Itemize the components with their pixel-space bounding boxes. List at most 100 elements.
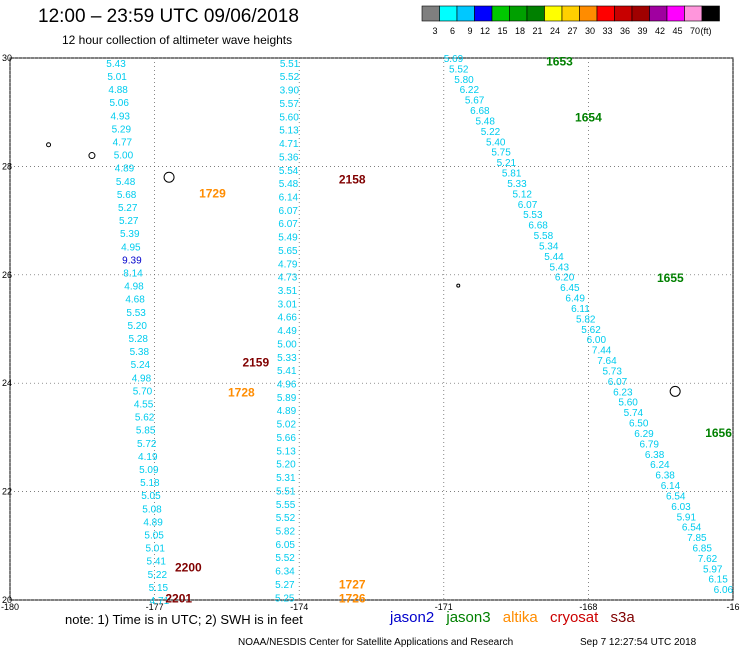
wave-height-value: 5.33: [507, 179, 527, 190]
longitude-tick-label: -177: [146, 602, 164, 610]
wave-height-value: 5.09: [139, 465, 159, 476]
wave-height-value: 6.22: [460, 85, 480, 96]
wave-height-value: 5.80: [454, 75, 474, 86]
wave-height-value: 6.06: [714, 585, 734, 596]
wave-height-value: 5.01: [145, 544, 165, 555]
wave-height-value: 6.03: [671, 502, 691, 513]
wave-height-value: 6.45: [560, 283, 580, 294]
wave-height-value: 5.82: [576, 314, 596, 325]
island-outline: [88, 152, 96, 160]
wave-height-value: 5.41: [277, 366, 297, 377]
wave-height-value: 4.71: [150, 596, 170, 607]
wave-height-value: 5.51: [276, 486, 296, 497]
latitude-tick-label: 22: [2, 487, 12, 497]
wave-height-value: 6.54: [666, 491, 686, 502]
wave-height-value: 5.89: [277, 393, 297, 404]
wave-height-value: 5.73: [602, 366, 622, 377]
wave-height-value: 4.93: [111, 111, 131, 122]
wave-height-value: 6.68: [528, 221, 548, 232]
wave-height-value: 5.53: [523, 210, 543, 221]
wave-height-value: 5.58: [534, 231, 554, 242]
wave-height-value: 5.70: [133, 386, 153, 397]
wave-height-value: 4.19: [138, 452, 158, 463]
wave-height-value: 5.33: [277, 353, 297, 364]
colorbar-legend: 3 6 9 12 15 18 21 24 27 30 33 36 39 42 45 70 (ft): [421, 5, 720, 36]
wave-height-value: 5.48: [279, 179, 299, 190]
wave-height-value: 5.65: [278, 246, 298, 257]
wave-height-value: 5.57: [279, 99, 299, 110]
wave-height-value: 5.38: [130, 347, 150, 358]
wave-height-value: 5.62: [135, 413, 155, 424]
longitude-tick-label: -168: [579, 602, 597, 610]
wave-height-value: 5.08: [142, 504, 162, 515]
wave-height-value: 6.38: [655, 471, 675, 482]
wave-height-value: 5.55: [276, 500, 296, 511]
mission-jason3: jason3: [446, 609, 491, 626]
pass-time-label: 1727: [339, 578, 366, 592]
map-frame: [9, 57, 734, 601]
wave-height-value: 4.88: [108, 85, 128, 96]
wave-height-value: 5.20: [276, 460, 296, 471]
pass-time-label: 2200: [175, 560, 202, 574]
wave-height-value: 4.95: [121, 242, 141, 253]
wave-height-value: 5.52: [280, 72, 300, 83]
wave-height-map: -180 -177 -174 -171 -168 -162022242628305.435…: [1, 53, 740, 610]
wave-height-value: 6.38: [645, 450, 665, 461]
pass-time-label: 2158: [339, 172, 366, 186]
longitude-tick-label: -180: [1, 602, 19, 610]
wave-height-value: 5.62: [581, 325, 601, 336]
pass-time-label: 1654: [575, 111, 602, 125]
mission-altika: altika: [502, 609, 538, 626]
wave-height-value: 3.51: [278, 286, 298, 297]
wave-height-value: 4.79: [278, 259, 298, 270]
wave-height-value: 6.54: [682, 523, 702, 534]
wave-height-value: 5.34: [539, 241, 559, 252]
longitude-tick-label: -171: [435, 602, 453, 610]
wave-height-value: 5.21: [497, 158, 517, 169]
pass-time-label: 1653: [546, 55, 573, 69]
island-outline: [163, 171, 175, 183]
wave-height-value: 5.72: [137, 439, 157, 450]
wave-height-value: 5.00: [277, 339, 297, 350]
wave-height-value: 5.15: [149, 583, 169, 594]
colorbar-tick-label: 70: [690, 26, 700, 36]
wave-height-value: 5.02: [277, 420, 297, 431]
wave-height-value: 6.07: [518, 200, 538, 211]
colorbar-tick-label: 42: [655, 26, 665, 36]
wave-height-value: 6.24: [650, 460, 670, 471]
wave-height-value: 5.13: [279, 126, 299, 137]
wave-height-value: 5.27: [119, 216, 139, 227]
colorbar-tick-label: 15: [497, 26, 507, 36]
colorbar-tick-label: 6: [450, 26, 455, 36]
wave-height-value: 5.39: [120, 229, 140, 240]
wave-height-value: 6.05: [275, 540, 295, 551]
wave-height-value: 4.89: [277, 406, 297, 417]
wave-height-value: 5.81: [502, 169, 522, 180]
wave-height-value: 4.66: [278, 313, 298, 324]
wave-height-value: 5.43: [106, 59, 126, 70]
wave-height-value: 6.14: [661, 481, 681, 492]
wave-height-value: 5.00: [114, 151, 134, 162]
wave-height-value: 6.68: [470, 106, 490, 117]
latitude-tick-label: 30: [2, 53, 12, 63]
wave-height-value: 5.41: [147, 557, 167, 568]
wave-height-value: 5.06: [109, 98, 129, 109]
wave-height-value: 7.62: [698, 554, 718, 565]
wave-height-value: 5.66: [276, 433, 296, 444]
wave-height-value: 5.01: [107, 72, 127, 83]
colorbar-tick-label: 3: [432, 26, 437, 36]
footer-note: note: 1) Time is in UTC; 2) SWH is in fe…: [65, 612, 303, 627]
wave-height-value: 5.52: [275, 553, 295, 564]
longitude-tick-label: -16: [726, 602, 739, 610]
wave-height-value: 5.31: [276, 473, 296, 484]
mission-jason2: jason2: [390, 609, 435, 626]
wave-height-value: 5.60: [618, 398, 638, 409]
wave-height-value: 5.05: [144, 530, 164, 541]
wave-height-value: 4.55: [134, 399, 154, 410]
map-subtitle: 12 hour collection of altimeter wave hei…: [62, 33, 293, 47]
pass-time-label: 1656: [705, 426, 732, 440]
wave-height-value: 5.49: [278, 233, 298, 244]
colorbar-tick-label: 39: [637, 26, 647, 36]
wave-height-value: 4.71: [279, 139, 299, 150]
wave-height-value: 4.98: [124, 282, 144, 293]
